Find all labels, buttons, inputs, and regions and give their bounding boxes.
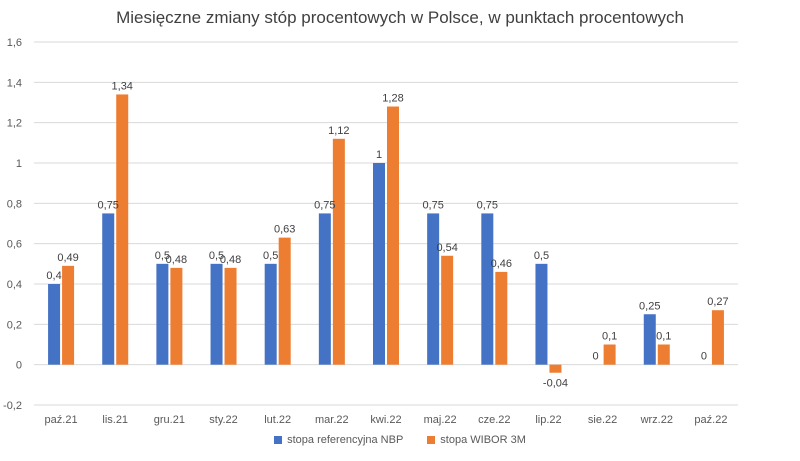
bar-wibor <box>387 106 399 365</box>
data-label: 0,48 <box>220 254 241 266</box>
y-tick-label: 0 <box>16 360 22 372</box>
data-label: 0,54 <box>436 242 457 254</box>
bar-nbp <box>373 163 385 365</box>
y-tick-label: 0,8 <box>7 198 22 210</box>
bar-wibor <box>170 267 183 365</box>
y-tick-label: 0,2 <box>7 319 22 331</box>
legend-item-nbp: stopa referencyjna NBP <box>274 434 403 446</box>
data-labels: 0,40,490,751,340,50,48 0,50,48 0,50,630,75… <box>46 80 728 389</box>
legend-item-wibor: stopa WIBOR 3M <box>427 434 526 446</box>
bar-wibor <box>603 344 616 365</box>
bar-nbp <box>427 213 440 365</box>
bar-nbp <box>535 263 548 365</box>
bar-nbp <box>156 263 169 365</box>
x-tick-label: wrz.22 <box>640 414 673 426</box>
data-label: 0,63 <box>274 224 295 236</box>
bar-nbp <box>210 263 223 365</box>
y-tick-label: -0,2 <box>3 400 22 412</box>
data-label: 0,5 <box>155 250 170 262</box>
bar-wibor <box>549 364 562 373</box>
bar-wibor <box>711 310 724 365</box>
x-axis: paź.21 lis.21 gru.21 sty.22 lut.22 mar.22 kwi.… <box>45 414 728 426</box>
gridlines <box>34 41 738 406</box>
bar-nbp <box>48 284 61 365</box>
x-tick-label: lip.22 <box>535 414 561 426</box>
bar-wibor <box>441 255 454 365</box>
x-tick-label: paź.22 <box>694 414 727 426</box>
bar-wibor <box>332 138 345 365</box>
legend-label-nbp: stopa referencyjna NBP <box>287 434 404 446</box>
bar-nbp <box>102 213 115 365</box>
x-tick-label: gru.21 <box>154 414 185 426</box>
bar-nbp <box>643 314 656 365</box>
bars <box>48 94 724 373</box>
data-label: 0,75 <box>477 199 498 211</box>
data-label: -0,04 <box>543 378 568 390</box>
bar-nbp <box>264 263 277 365</box>
legend-swatch-wibor <box>427 436 436 444</box>
x-tick-label: paź.21 <box>45 414 78 426</box>
data-label: 0,48 <box>166 254 187 266</box>
legend-swatch-nbp <box>274 436 283 444</box>
y-tick-label: 0,6 <box>7 239 22 251</box>
y-tick-label: 1,2 <box>7 118 22 130</box>
data-label: 0,75 <box>98 199 119 211</box>
x-tick-label: sie.22 <box>588 414 617 426</box>
bar-wibor <box>278 237 291 365</box>
legend: stopa referencyjna NBP stopa WIBOR 3M <box>0 434 800 446</box>
bar-wibor <box>495 271 508 365</box>
y-tick-label: 1 <box>16 158 22 170</box>
data-label: 0,75 <box>422 199 443 211</box>
data-label: 0,46 <box>491 258 512 270</box>
data-label: 0,5 <box>534 250 549 262</box>
y-tick-label: 1,6 <box>7 37 22 49</box>
bar-wibor <box>657 344 670 365</box>
data-label: 0,27 <box>707 296 728 308</box>
data-label: 0,5 <box>209 250 224 262</box>
x-tick-label: mar.22 <box>315 414 349 426</box>
data-label: 0,4 <box>46 270 61 282</box>
data-label: 1 <box>376 149 382 161</box>
bar-wibor <box>224 267 237 365</box>
data-label: 0,1 <box>656 331 671 343</box>
y-axis: -0,2 0 0,2 0,4 0,6 0,8 1 1,2 1,4 1,6 <box>3 37 22 412</box>
data-label: 0,75 <box>314 199 335 211</box>
data-label: 1,12 <box>328 125 349 137</box>
data-label: 0,49 <box>57 252 78 264</box>
x-tick-label: sty.22 <box>209 414 238 426</box>
data-label: 0 <box>701 351 707 363</box>
bar-wibor <box>62 265 75 365</box>
data-label: 0,1 <box>602 331 617 343</box>
bar-nbp <box>318 213 331 365</box>
x-tick-label: cze.22 <box>478 414 510 426</box>
data-label: 1,28 <box>382 93 403 105</box>
bar-wibor <box>116 94 129 365</box>
legend-label-wibor: stopa WIBOR 3M <box>440 434 526 446</box>
data-label: 0,25 <box>639 300 660 312</box>
y-tick-label: 1,4 <box>7 77 22 89</box>
data-label: 1,34 <box>112 80 133 92</box>
data-label: 0,5 <box>263 250 278 262</box>
x-tick-label: lut.22 <box>264 414 291 426</box>
bar-nbp <box>481 213 494 365</box>
chart-title: Miesięczne zmiany stóp procentowych w Po… <box>116 8 684 27</box>
data-label: 0 <box>593 351 599 363</box>
x-tick-label: kwi.22 <box>370 414 401 426</box>
y-tick-label: 0,4 <box>7 279 22 291</box>
x-tick-label: lis.21 <box>102 414 128 426</box>
x-tick-label: maj.22 <box>424 414 457 426</box>
